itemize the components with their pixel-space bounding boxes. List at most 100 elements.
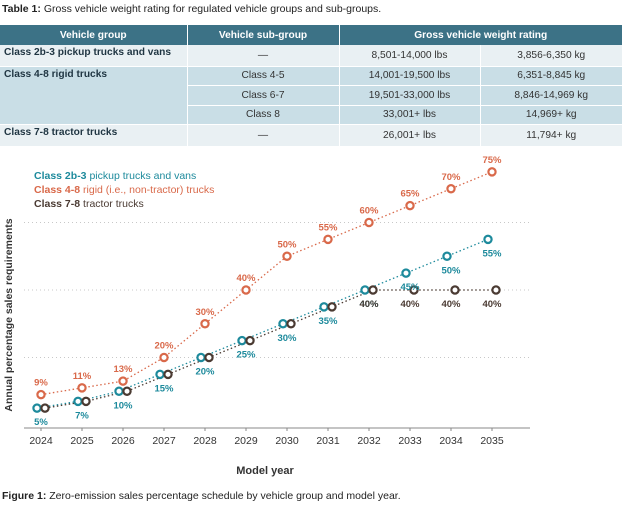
data-point (196, 352, 206, 363)
x-tick-label: 2032 (357, 435, 381, 447)
x-tick-label: 2028 (193, 435, 217, 447)
x-tick-label: 2031 (316, 435, 340, 447)
chart-legend: Class 2b-3 pickup trucks and vans Class 4… (34, 170, 214, 210)
data-point (405, 200, 415, 211)
table-row: Class 8 33,001+ lbs 14,969+ kg (0, 105, 622, 125)
weight-rating-table: Vehicle group Vehicle sub-group Gross ve… (0, 25, 622, 147)
cell-kg: 6,351-8,845 kg (480, 66, 622, 86)
data-point (118, 376, 128, 386)
data-point (245, 335, 255, 346)
data-point (122, 386, 132, 396)
data-label: 5% (34, 417, 48, 428)
data-label: 40% (359, 299, 379, 310)
x-tick-label: 2035 (480, 435, 504, 447)
data-point (364, 217, 374, 228)
y-axis-label: Annual percentage sales requirements (3, 218, 15, 411)
data-point (241, 285, 251, 295)
data-point (77, 383, 87, 393)
data-point (286, 319, 296, 329)
cell-lbs: 19,501-33,000 lbs (339, 85, 481, 106)
data-label: 50% (441, 265, 461, 276)
cell-lbs: 14,001-19,500 lbs (339, 66, 481, 86)
cell-kg: 11,794+ kg (480, 124, 622, 147)
cell-lbs: 26,001+ lbs (339, 124, 481, 147)
data-point (483, 234, 493, 245)
figure-caption: Figure 1: Zero-emission sales percentage… (2, 490, 401, 502)
data-point (36, 389, 46, 400)
data-label: 75% (482, 155, 502, 166)
data-label: 15% (154, 383, 174, 394)
cell-lbs: 33,001+ lbs (339, 105, 481, 125)
data-label: 40% (236, 273, 256, 284)
table-caption-label: Table 1: (2, 3, 41, 15)
header-vehicle-subgroup: Vehicle sub-group (187, 25, 340, 45)
data-point (442, 251, 452, 261)
data-point (155, 369, 165, 380)
data-label: 55% (318, 222, 338, 233)
x-tick-label: 2027 (152, 435, 176, 447)
header-vehicle-group: Vehicle group (0, 25, 188, 45)
data-point (204, 352, 214, 363)
chart-grid (24, 222, 530, 429)
legend-entry-bold: Class 2b-3 (34, 170, 87, 182)
data-label: 35% (318, 316, 338, 327)
x-tick-label: 2026 (111, 435, 135, 447)
table-caption-text: Gross vehicle weight rating for regulate… (43, 3, 382, 15)
x-tick-label: 2024 (29, 435, 53, 447)
figure-caption-text: Zero-emission sales percentage schedule … (49, 490, 401, 502)
data-point (450, 285, 460, 295)
chart-x-ticks: 2024 2025 2026 2027 2028 2029 2030 2031 2032 2033… (29, 428, 504, 447)
data-point (282, 251, 292, 261)
data-label: 50% (277, 239, 297, 250)
table-caption: Table 1: Gross vehicle weight rating for… (2, 3, 381, 15)
legend-entry: Class 7-8 tractor trucks (34, 198, 144, 210)
data-point (40, 403, 50, 413)
data-label: 30% (195, 307, 215, 318)
data-point (114, 386, 124, 396)
data-point (200, 319, 210, 329)
data-point (73, 396, 83, 407)
data-point (409, 285, 419, 295)
legend-entry-bold: Class 7-8 (34, 198, 80, 210)
data-point (327, 302, 337, 312)
x-tick-label: 2030 (275, 435, 299, 447)
data-label: 55% (482, 248, 502, 259)
chart-data-labels: 9% 11% 13% 20% 30% 40% 50% 55% 60% 65% 70% 75% 5% 7% 1… (34, 155, 502, 428)
legend-entry-text: tractor trucks (80, 198, 144, 210)
data-point (487, 167, 497, 177)
table-row: Class 6-7 19,501-33,000 lbs 8,846-14,969… (0, 85, 622, 106)
data-label: 10% (113, 400, 133, 411)
header-gross-weight: Gross vehicle weight rating (339, 25, 622, 45)
cell-lbs: 8,501-14,000 lbs (339, 45, 481, 67)
data-point (401, 268, 411, 278)
data-label: 20% (154, 341, 174, 352)
data-label: 40% (359, 299, 379, 310)
cell-kg: 3,856-6,350 kg (480, 45, 622, 67)
data-point (360, 285, 370, 295)
data-label: 40% (400, 299, 420, 310)
cell-kg: 14,969+ kg (480, 105, 622, 125)
data-point (491, 285, 501, 295)
chart-markers (32, 167, 501, 413)
data-point (32, 403, 42, 413)
data-point (368, 285, 378, 295)
cell-group: Class 4-8 rigid trucks (0, 66, 188, 125)
data-point (446, 184, 456, 194)
cell-group: Class 2b-3 pickup trucks and vans (0, 45, 188, 67)
cell-subgroup: Class 8 (187, 105, 340, 125)
figure-caption-label: Figure 1: (2, 490, 47, 502)
data-label: 45% (400, 282, 420, 293)
cell-kg: 8,846-14,969 kg (480, 85, 622, 106)
data-label: 9% (34, 378, 48, 389)
table-row: Class 2b-3 pickup trucks and vans — 8,50… (0, 45, 622, 67)
x-tick-label: 2025 (70, 435, 94, 447)
legend-entry-bold: Class 4-8 (34, 184, 80, 196)
data-label: 40% (482, 299, 502, 310)
legend-entry-text: pickup trucks and vans (87, 170, 197, 182)
series-line (40, 171, 493, 396)
cell-subgroup: — (187, 124, 340, 147)
data-label: 7% (75, 410, 89, 421)
data-label: 25% (236, 350, 256, 361)
cell-subgroup: Class 4-5 (187, 66, 340, 86)
data-label: 40% (441, 299, 461, 310)
